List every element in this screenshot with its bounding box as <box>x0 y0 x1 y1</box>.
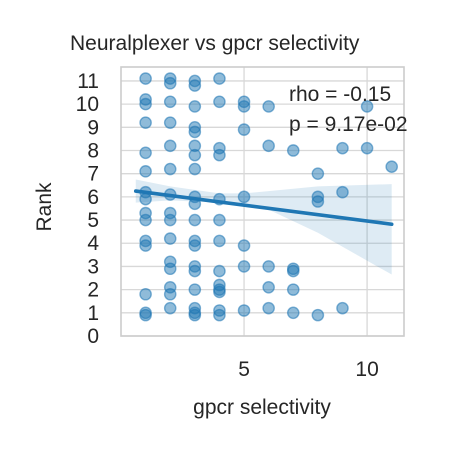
data-point-14 <box>139 308 152 322</box>
data-point-67 <box>237 260 251 273</box>
data-point-18 <box>163 116 177 129</box>
data-point-3 <box>139 116 152 129</box>
data-point-66 <box>237 239 251 252</box>
y-tick-label-6: 6 <box>87 186 99 209</box>
confidence-band-layer <box>135 179 392 275</box>
annotation-p: p = 9.17e-02 <box>289 113 408 136</box>
data-point-37 <box>188 162 202 176</box>
data-point-74 <box>286 144 300 157</box>
x-axis-label: gpcr selectivity <box>193 396 331 419</box>
data-point-17 <box>163 95 177 109</box>
data-point-73 <box>262 301 275 315</box>
y-tick-label-10: 10 <box>76 93 99 116</box>
data-point-69 <box>262 100 275 113</box>
y-tick-label-0: 0 <box>87 325 99 348</box>
annotation-rho: rho = -0.15 <box>289 83 391 106</box>
y-tick-label-8: 8 <box>87 139 99 162</box>
y-tick-label-4: 4 <box>87 232 99 255</box>
y-tick-label-3: 3 <box>87 255 99 278</box>
data-point-32 <box>188 100 202 113</box>
data-point-81 <box>311 195 325 208</box>
data-point-9 <box>139 213 152 227</box>
plot-area <box>120 66 405 337</box>
y-tick-label-9: 9 <box>87 116 99 139</box>
data-point-71 <box>262 260 275 273</box>
confidence-band <box>135 179 392 275</box>
data-point-55 <box>213 234 226 248</box>
points-layer <box>139 72 398 322</box>
data-point-83 <box>336 141 349 155</box>
data-point-28 <box>163 287 177 301</box>
data-point-20 <box>163 162 177 176</box>
data-point-4 <box>139 146 152 160</box>
data-point-82 <box>311 308 325 322</box>
regression-line <box>133 189 394 227</box>
data-point-24 <box>163 232 177 245</box>
data-point-23 <box>163 213 177 227</box>
x-tick-labels: 5 10 <box>238 358 379 381</box>
data-point-16 <box>163 76 177 90</box>
data-point-79 <box>311 167 325 180</box>
data-point-84 <box>336 185 349 199</box>
data-point-72 <box>262 281 275 294</box>
y-tick-label-1: 1 <box>87 302 99 325</box>
y-tick-label-11: 11 <box>77 70 99 93</box>
data-point-77 <box>286 283 300 296</box>
data-point-34 <box>188 125 202 139</box>
plot-frame <box>120 66 405 337</box>
data-point-19 <box>163 139 177 153</box>
y-tick-label-7: 7 <box>87 163 99 186</box>
data-point-63 <box>237 100 251 113</box>
data-point-52 <box>213 148 226 162</box>
data-point-29 <box>163 301 177 315</box>
x-tick-label-5: 5 <box>238 358 250 381</box>
data-point-86 <box>360 100 374 113</box>
data-point-85 <box>336 301 349 315</box>
data-point-61 <box>213 308 226 322</box>
y-tick-label-5: 5 <box>87 209 99 232</box>
data-point-50 <box>213 95 226 109</box>
data-point-11 <box>139 239 152 252</box>
data-point-48 <box>188 308 202 322</box>
regression-line-layer <box>133 189 394 227</box>
data-point-40 <box>188 213 202 227</box>
data-point-2 <box>139 97 152 111</box>
data-point-70 <box>262 139 275 153</box>
data-point-26 <box>163 262 177 276</box>
data-point-54 <box>213 213 226 227</box>
data-point-64 <box>237 123 251 136</box>
data-point-42 <box>188 239 202 252</box>
data-point-36 <box>188 148 202 162</box>
data-point-45 <box>188 283 202 296</box>
chart-title: Neuralplexer vs gpcr selectivity <box>70 32 360 55</box>
y-axis-label: Rank <box>33 182 56 232</box>
data-point-0 <box>139 72 152 85</box>
data-point-56 <box>213 264 226 278</box>
data-point-87 <box>360 141 374 155</box>
data-point-31 <box>188 79 202 92</box>
data-point-59 <box>213 285 226 299</box>
data-point-5 <box>139 165 152 178</box>
data-point-65 <box>237 190 251 204</box>
x-tick-label-10: 10 <box>355 358 378 381</box>
data-point-7 <box>139 192 152 206</box>
data-point-78 <box>286 306 300 320</box>
data-point-49 <box>213 72 226 85</box>
data-point-68 <box>237 304 251 317</box>
y-tick-label-2: 2 <box>87 279 99 302</box>
data-point-88 <box>385 160 398 174</box>
data-point-44 <box>188 264 202 278</box>
data-point-76 <box>286 264 300 278</box>
data-point-12 <box>139 287 152 301</box>
